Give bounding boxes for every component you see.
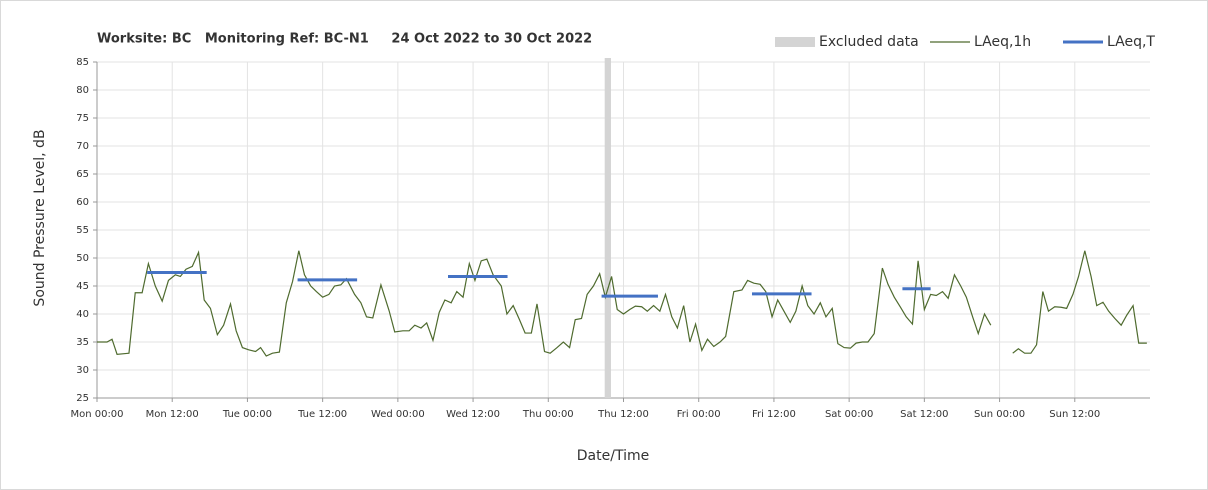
x-tick-label: Mon 12:00 xyxy=(146,409,199,420)
legend-label: LAeq,T xyxy=(1107,34,1155,50)
y-tick-label: 55 xyxy=(76,225,89,236)
y-tick-label: 50 xyxy=(76,253,89,264)
y-tick-label: 70 xyxy=(76,141,89,152)
x-tick-label: Wed 00:00 xyxy=(371,409,425,420)
x-tick-label: Tue 12:00 xyxy=(297,409,347,420)
y-tick-label: 85 xyxy=(76,57,89,68)
legend-label: Excluded data xyxy=(819,34,919,50)
legend-swatch xyxy=(775,37,815,47)
y-tick-label: 35 xyxy=(76,337,89,348)
x-tick-label: Mon 00:00 xyxy=(70,409,123,420)
y-tick-label: 60 xyxy=(76,197,89,208)
x-tick-label: Tue 00:00 xyxy=(222,409,272,420)
legend-label: LAeq,1h xyxy=(974,34,1031,50)
y-tick-label: 80 xyxy=(76,85,89,96)
y-tick-label: 65 xyxy=(76,169,89,180)
x-tick-label: Fri 00:00 xyxy=(677,409,721,420)
x-tick-label: Sat 12:00 xyxy=(900,409,948,420)
x-tick-label: Sun 12:00 xyxy=(1049,409,1100,420)
x-tick-label: Fri 12:00 xyxy=(752,409,796,420)
x-tick-label: Thu 00:00 xyxy=(522,409,574,420)
x-axis-label: Date/Time xyxy=(577,448,649,464)
excluded-band xyxy=(604,58,611,398)
x-tick-label: Wed 12:00 xyxy=(446,409,500,420)
chart-title: Worksite: BC Monitoring Ref: BC-N1 24 Oc… xyxy=(97,32,592,47)
y-tick-label: 75 xyxy=(76,113,89,124)
y-tick-label: 40 xyxy=(76,309,89,320)
x-tick-label: Sun 00:00 xyxy=(974,409,1025,420)
y-tick-label: 25 xyxy=(76,393,89,404)
x-tick-label: Sat 00:00 xyxy=(825,409,873,420)
y-tick-label: 30 xyxy=(76,365,89,376)
x-tick-label: Thu 12:00 xyxy=(597,409,649,420)
series-line xyxy=(97,250,1147,357)
y-tick-label: 45 xyxy=(76,281,89,292)
y-axis-label: Sound Pressure Level, dB xyxy=(32,129,48,306)
